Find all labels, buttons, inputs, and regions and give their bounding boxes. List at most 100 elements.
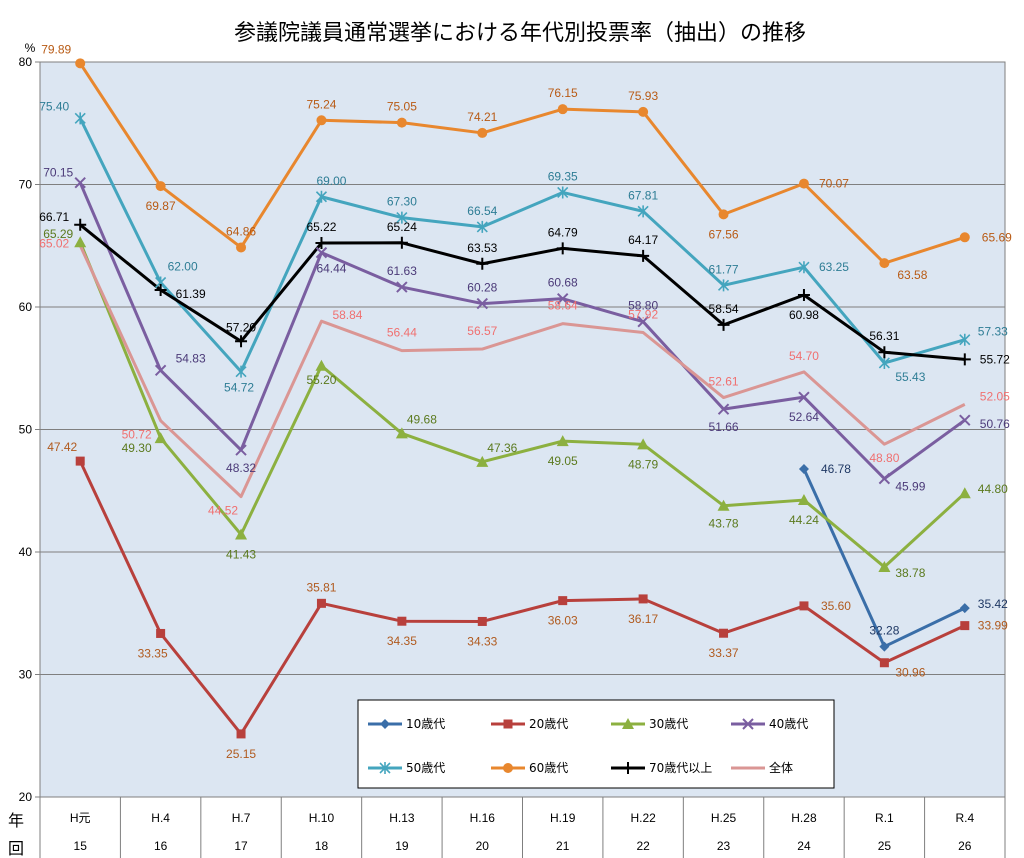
data-point-marker [799, 601, 809, 611]
x-category-label: H.16 [470, 811, 496, 825]
data-label: 65.69 [982, 230, 1012, 244]
x-round-label: 23 [717, 839, 731, 853]
data-label: 75.24 [306, 97, 336, 111]
data-point-marker [718, 209, 729, 220]
legend-item: 30歳代 [611, 717, 688, 731]
data-label: 66.54 [467, 204, 497, 218]
data-point-marker [878, 560, 891, 572]
data-point-marker [316, 598, 326, 608]
legend-swatch-marker [622, 718, 634, 729]
data-point-marker [476, 455, 489, 467]
data-label: 48.80 [869, 451, 899, 465]
data-point-marker [476, 297, 488, 310]
data-label: 44.24 [789, 513, 819, 527]
data-point-marker [395, 427, 408, 439]
data-label: 64.44 [316, 262, 346, 276]
x-category-label: H.22 [630, 811, 656, 825]
x-round-label: 20 [476, 839, 490, 853]
legend-label: 40歳代 [769, 717, 808, 731]
legend-swatch-marker [503, 763, 513, 773]
data-point-marker [558, 596, 568, 606]
data-point-marker [395, 236, 408, 249]
data-label: 48.79 [628, 457, 658, 471]
data-point-marker [556, 435, 569, 447]
series-line [79, 223, 965, 361]
data-label: 69.87 [146, 199, 176, 213]
legend-box [357, 699, 835, 789]
data-label: 49.05 [548, 454, 578, 468]
data-label: 62.00 [168, 260, 198, 274]
data-label: 64.17 [628, 233, 658, 247]
data-label: 61.63 [387, 264, 417, 278]
data-point-marker [315, 190, 328, 203]
data-label: 74.21 [467, 110, 497, 124]
data-point-marker [959, 414, 971, 426]
x-category-label: H.19 [550, 811, 576, 825]
data-point-marker [235, 444, 247, 456]
legend-item: 60歳代 [491, 761, 568, 775]
data-point-marker [638, 594, 648, 604]
data-label: 66.71 [39, 210, 69, 224]
data-label: 65.22 [306, 220, 336, 234]
data-point-marker [878, 356, 890, 369]
series-line [78, 460, 966, 736]
data-point-marker [637, 438, 650, 450]
data-point-marker [74, 176, 86, 189]
data-label: 34.33 [467, 634, 497, 648]
data-label: 35.42 [978, 597, 1008, 611]
legend-label: 30歳代 [649, 717, 688, 731]
data-label: 35.81 [306, 580, 336, 594]
data-point-marker [74, 236, 87, 248]
legend-label: 70歳代以上 [649, 761, 712, 775]
data-label: 70.07 [819, 177, 849, 191]
data-point-marker [637, 249, 650, 262]
data-point-marker [637, 205, 649, 218]
data-label: 67.81 [628, 188, 658, 202]
y-tick-label: 30 [19, 668, 33, 682]
data-point-marker [717, 499, 730, 511]
data-label: 52.64 [789, 410, 819, 424]
data-point-marker [719, 628, 729, 638]
legend-label: 20歳代 [529, 717, 568, 731]
x-category-label: H.10 [309, 811, 335, 825]
x-category-label: H.13 [389, 811, 415, 825]
data-label: 75.05 [387, 100, 417, 114]
data-point-marker [476, 257, 489, 270]
data-label: 79.89 [41, 42, 71, 56]
data-label: 33.35 [138, 646, 168, 660]
data-label: 44.80 [978, 482, 1008, 496]
data-label: 60.68 [548, 276, 578, 290]
data-label: 52.61 [709, 375, 739, 389]
data-point-marker [637, 315, 649, 328]
data-label: 58.80 [628, 299, 658, 313]
x-category-label: R.4 [955, 811, 974, 825]
data-point-marker [557, 292, 569, 305]
data-point-marker [156, 628, 166, 638]
legend-item: 20歳代 [491, 717, 568, 731]
data-label: 58.64 [548, 299, 578, 313]
data-label: 65.29 [43, 227, 73, 241]
x-round-label: 19 [395, 839, 409, 853]
data-label: 70.15 [43, 166, 73, 180]
data-point-marker [556, 242, 569, 255]
data-point-marker [798, 391, 810, 403]
data-label: 46.78 [821, 462, 851, 476]
data-point-marker [798, 463, 809, 474]
data-label: 76.15 [548, 86, 578, 100]
x-category-label: H元 [70, 811, 91, 825]
data-point-marker [797, 494, 810, 506]
x-category-label: H.7 [232, 811, 251, 825]
x-round-label: 21 [556, 839, 570, 853]
data-label: 60.98 [789, 308, 819, 322]
data-label: 49.68 [407, 412, 437, 426]
x-round-label: 15 [74, 839, 88, 853]
data-label: 47.36 [487, 441, 517, 455]
data-label: 67.56 [709, 227, 739, 241]
legend-label: 50歳代 [406, 761, 445, 775]
legend-label: 全体 [769, 760, 793, 775]
x-category-label: R.1 [875, 811, 894, 825]
data-point-marker [798, 178, 809, 189]
legend-swatch-marker [380, 719, 390, 729]
legend-label: 60歳代 [529, 761, 568, 775]
